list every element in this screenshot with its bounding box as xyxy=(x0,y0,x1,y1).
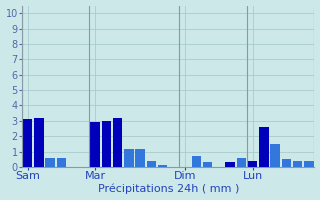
Bar xyxy=(158,165,167,167)
Bar xyxy=(57,158,66,167)
Bar xyxy=(90,122,100,167)
Bar xyxy=(270,144,280,167)
Bar xyxy=(192,156,201,167)
Bar xyxy=(236,158,246,167)
Bar xyxy=(101,121,111,167)
Bar xyxy=(124,149,134,167)
Bar xyxy=(248,161,257,167)
X-axis label: Précipitations 24h ( mm ): Précipitations 24h ( mm ) xyxy=(98,184,239,194)
Bar xyxy=(282,159,291,167)
Bar xyxy=(259,127,268,167)
Bar xyxy=(203,162,212,167)
Bar xyxy=(293,161,302,167)
Bar xyxy=(45,158,55,167)
Bar xyxy=(23,119,32,167)
Bar xyxy=(135,149,145,167)
Bar xyxy=(34,118,44,167)
Bar xyxy=(113,118,122,167)
Bar xyxy=(147,161,156,167)
Bar xyxy=(225,162,235,167)
Bar xyxy=(304,161,314,167)
